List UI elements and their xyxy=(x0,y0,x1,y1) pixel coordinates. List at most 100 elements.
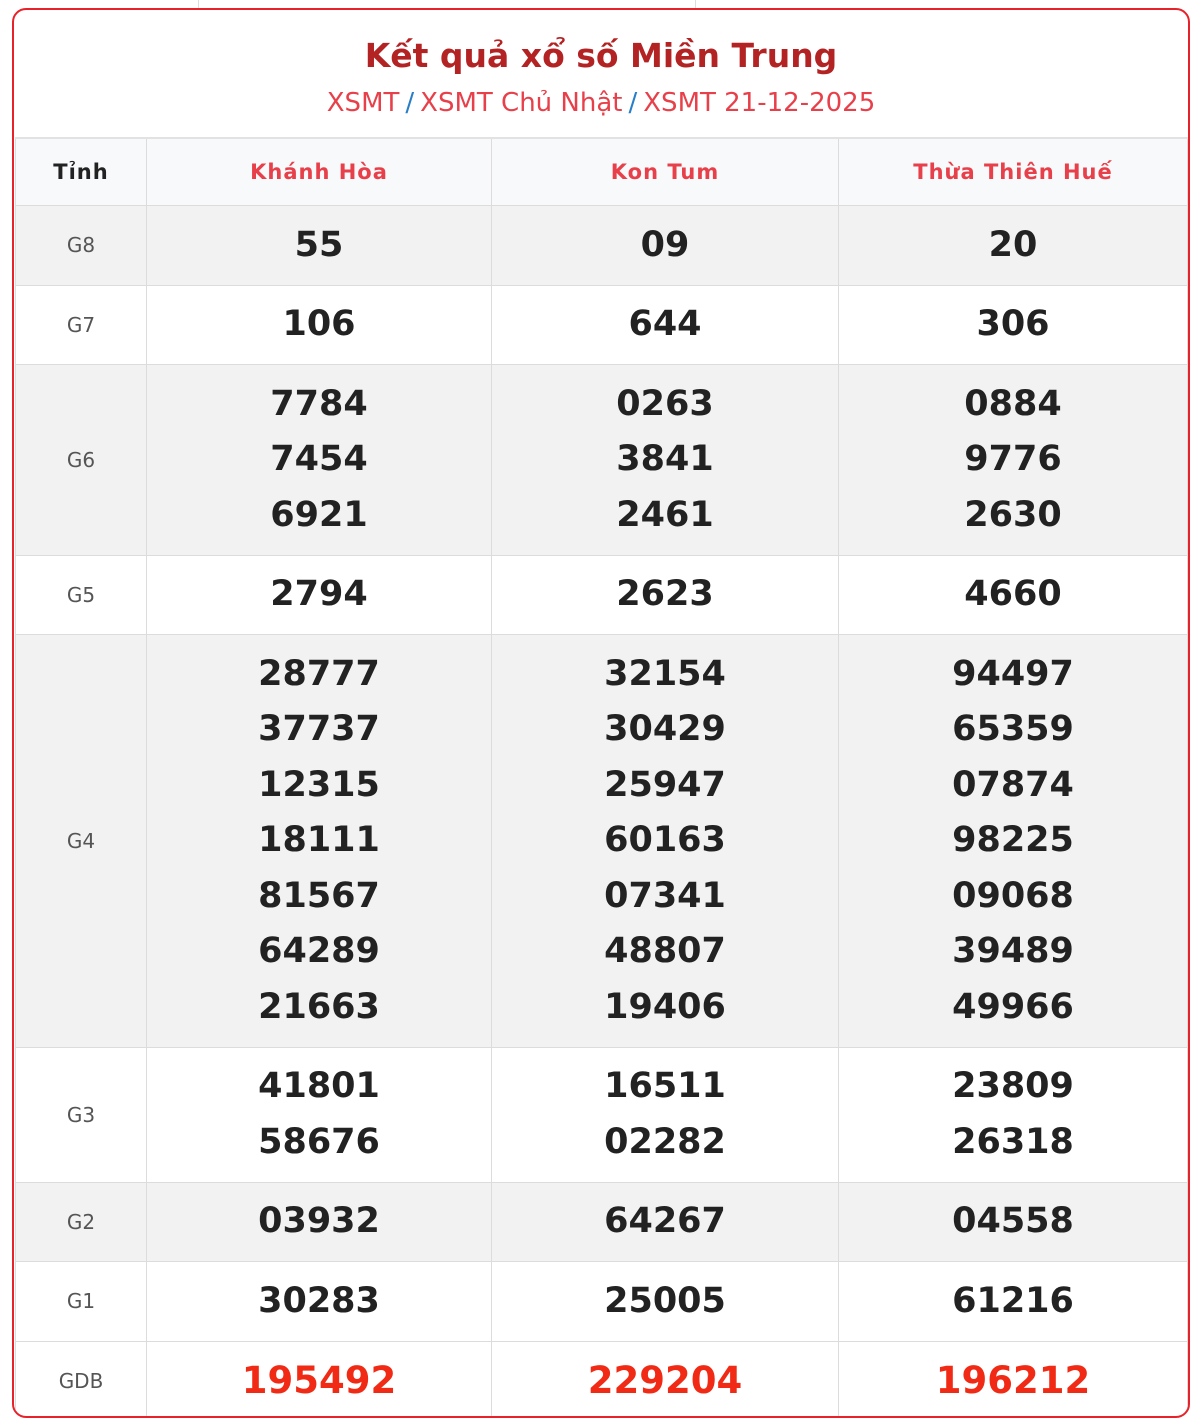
prize-cell: 32154 30429 25947 60163 07341 48807 19406 xyxy=(491,634,839,1048)
prize-number: 19406 xyxy=(604,986,726,1027)
prize-cell: 196212 xyxy=(838,1340,1188,1416)
prize-number: 2794 xyxy=(270,574,368,614)
prize-number: 28777 xyxy=(258,653,380,694)
prize-number: 2623 xyxy=(616,574,714,614)
prize-number: 18111 xyxy=(258,820,380,860)
prize-cell: 23809 26318 xyxy=(838,1046,1188,1183)
prize-number: 2461 xyxy=(616,494,714,535)
prize-number: 64289 xyxy=(258,931,380,971)
prize-label: G8 xyxy=(15,205,147,286)
prize-cell: 09 xyxy=(491,205,839,286)
prize-row-g1: G1 30283 25005 61216 xyxy=(15,1261,1188,1342)
prize-cell: 25005 xyxy=(491,1261,839,1342)
prize-number: 98225 xyxy=(952,820,1074,860)
prize-row-gdb: GDB 195492 229204 196212 xyxy=(15,1340,1188,1416)
prize-number: 37737 xyxy=(258,709,380,749)
prize-cell: 55 xyxy=(146,205,492,286)
province-header[interactable]: Thừa Thiên Huế xyxy=(838,137,1188,206)
prize-number: 30283 xyxy=(258,1280,380,1321)
prize-cell: 04558 xyxy=(838,1181,1188,1262)
prize-number: 61216 xyxy=(952,1280,1074,1321)
prize-number: 3841 xyxy=(616,439,714,479)
breadcrumb-xsmt-weekday[interactable]: XSMT Chủ Nhật xyxy=(420,88,623,118)
prize-number: 64267 xyxy=(604,1201,726,1241)
province-column-header: Tỉnh xyxy=(15,137,147,206)
breadcrumb: XSMT / XSMT Chủ Nhật / XSMT 21-12-2025 xyxy=(14,88,1188,118)
prize-cell: 7784 7454 6921 xyxy=(146,364,492,556)
prize-number: 07874 xyxy=(952,764,1074,805)
prize-cell: 4660 xyxy=(838,554,1188,635)
prize-number: 7784 xyxy=(270,383,368,424)
special-prize-number: 229204 xyxy=(587,1359,743,1402)
prize-number: 32154 xyxy=(604,653,726,694)
table-header-row: Tỉnh Khánh Hòa Kon Tum Thừa Thiên Huế xyxy=(15,137,1188,206)
prize-label: G4 xyxy=(15,634,147,1048)
prize-cell: 64267 xyxy=(491,1181,839,1262)
prize-number: 02282 xyxy=(604,1121,726,1162)
breadcrumb-separator: / xyxy=(628,88,638,118)
prize-label: G5 xyxy=(15,554,147,635)
prize-number: 20 xyxy=(988,224,1038,265)
prize-label: G7 xyxy=(15,284,147,365)
prize-cell: 2794 xyxy=(146,554,492,635)
prize-number: 26318 xyxy=(952,1121,1074,1162)
prize-cell: 0263 3841 2461 xyxy=(491,364,839,556)
prize-cell: 41801 58676 xyxy=(146,1046,492,1183)
prize-number: 49966 xyxy=(952,986,1074,1027)
prize-number: 23809 xyxy=(952,1066,1074,1106)
prize-number: 7454 xyxy=(270,439,368,479)
prize-number: 41801 xyxy=(258,1066,380,1106)
prize-number: 644 xyxy=(628,304,702,344)
prize-label: G6 xyxy=(15,364,147,556)
breadcrumb-xsmt-date[interactable]: XSMT 21-12-2025 xyxy=(643,88,876,118)
prize-number: 65359 xyxy=(952,709,1074,749)
prize-number: 30429 xyxy=(604,709,726,749)
prize-cell: 61216 xyxy=(838,1261,1188,1342)
prize-number: 07341 xyxy=(604,875,726,916)
prize-cell: 94497 65359 07874 98225 09068 39489 49966 xyxy=(838,634,1188,1048)
prize-cell: 2623 xyxy=(491,554,839,635)
prize-cell: 106 xyxy=(146,284,492,365)
special-prize-number: 195492 xyxy=(241,1359,397,1402)
special-prize-number: 196212 xyxy=(935,1359,1091,1402)
prize-cell: 306 xyxy=(838,284,1188,365)
prize-number: 9776 xyxy=(964,439,1062,479)
results-table: Tỉnh Khánh Hòa Kon Tum Thừa Thiên Huế G8… xyxy=(15,137,1188,1416)
prize-row-g2: G2 03932 64267 04558 xyxy=(15,1181,1188,1262)
prize-number: 55 xyxy=(294,224,344,265)
prize-cell: 03932 xyxy=(146,1181,492,1262)
prize-row-g4: G4 28777 37737 12315 18111 81567 64289 21663 321… xyxy=(15,634,1188,1048)
prize-row-g8: G8 55 09 20 xyxy=(15,205,1188,286)
prize-number: 21663 xyxy=(258,986,380,1027)
prize-number: 306 xyxy=(976,304,1050,344)
prize-number: 25005 xyxy=(604,1280,726,1321)
prize-label: G1 xyxy=(15,1261,147,1342)
prize-number: 6921 xyxy=(270,494,368,535)
prize-number: 60163 xyxy=(604,820,726,860)
province-header[interactable]: Khánh Hòa xyxy=(146,137,492,206)
prize-number: 25947 xyxy=(604,764,726,805)
prize-cell: 229204 xyxy=(491,1340,839,1416)
prize-cell: 30283 xyxy=(146,1261,492,1342)
prize-cell: 644 xyxy=(491,284,839,365)
prize-number: 0884 xyxy=(964,383,1062,424)
prize-cell: 28777 37737 12315 18111 81567 64289 21663 xyxy=(146,634,492,1048)
previous-section-fragment xyxy=(0,0,1200,8)
prize-number: 09068 xyxy=(952,875,1074,916)
prize-row-g7: G7 106 644 306 xyxy=(15,284,1188,365)
prize-number: 48807 xyxy=(604,931,726,971)
prize-number: 94497 xyxy=(952,653,1074,694)
prize-number: 39489 xyxy=(952,931,1074,971)
prize-cell: 20 xyxy=(838,205,1188,286)
prize-number: 0263 xyxy=(616,383,714,424)
breadcrumb-xsmt[interactable]: XSMT xyxy=(326,88,400,118)
prize-row-g3: G3 41801 58676 16511 02282 23809 26318 xyxy=(15,1046,1188,1183)
prize-number: 16511 xyxy=(604,1066,726,1106)
results-card: Kết quả xổ số Miền Trung XSMT / XSMT Chủ N… xyxy=(12,8,1190,1418)
prize-row-g6: G6 7784 7454 6921 0263 3841 2461 0884 9776 2630 xyxy=(15,364,1188,556)
page-title: Kết quả xổ số Miền Trung xyxy=(364,36,838,75)
province-header[interactable]: Kon Tum xyxy=(491,137,839,206)
prize-cell: 195492 xyxy=(146,1340,492,1416)
prize-number: 106 xyxy=(282,304,356,344)
prize-label: GDB xyxy=(15,1340,147,1416)
